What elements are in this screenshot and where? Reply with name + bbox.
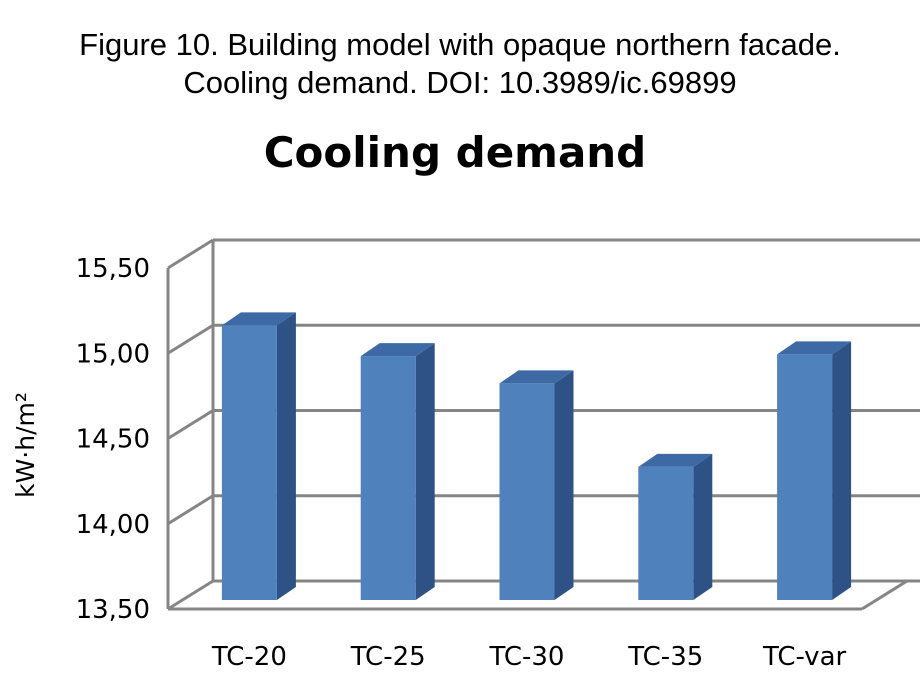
floor-right-edge — [861, 579, 908, 611]
bar-top-face — [777, 341, 852, 355]
bar-top-face — [221, 312, 296, 326]
bar-top-face — [638, 453, 713, 467]
x-tick-label: TC-20 — [211, 642, 287, 672]
bar — [221, 312, 296, 600]
figure-caption-line-2: Cooling demand. DOI: 10.3989/ic.69899 — [183, 65, 737, 100]
bar-side-face — [415, 343, 435, 600]
gridline-side — [167, 238, 214, 270]
bar-side-face — [276, 312, 296, 600]
bar-front-face — [360, 356, 416, 600]
y-tick-label: 14,50 — [76, 425, 150, 455]
gridline-side — [167, 323, 214, 355]
bar-front-face — [777, 354, 833, 600]
x-tick-label: TC-25 — [350, 642, 426, 672]
y-tick-label: 15,00 — [76, 339, 150, 369]
bar — [777, 341, 852, 600]
bars — [221, 312, 852, 600]
x-axis-ticks: TC-20 TC-25 TC-30 TC-35 TC-var — [211, 642, 847, 672]
bar-front-face — [499, 383, 555, 600]
y-axis-label: kW·h/m² — [11, 392, 40, 498]
y-tick-label: 13,50 — [76, 595, 150, 625]
y-axis-ticks: 13,50 14,00 14,50 15,00 15,50 — [76, 254, 150, 625]
gridline-side — [167, 409, 214, 440]
x-tick-label: TC-var — [762, 642, 847, 672]
gridline-side — [167, 494, 214, 526]
y-tick-label: 15,50 — [76, 254, 150, 284]
bar — [360, 343, 435, 600]
chart-title: Cooling demand — [264, 128, 647, 177]
bar-front-face — [638, 466, 694, 600]
figure-caption: Figure 10. Building model with opaque no… — [0, 26, 920, 102]
bar-side-face — [693, 453, 713, 600]
bar-top-face — [360, 343, 435, 357]
figure-caption-line-1: Figure 10. Building model with opaque no… — [79, 27, 841, 62]
bar — [638, 453, 713, 600]
bar — [499, 370, 574, 600]
bar-side-face — [832, 341, 852, 600]
gridline-side — [167, 579, 214, 611]
x-tick-label: TC-30 — [489, 642, 565, 672]
y-tick-label: 14,00 — [76, 510, 150, 540]
bar-top-face — [499, 370, 574, 384]
bar-side-face — [554, 370, 574, 600]
x-tick-label: TC-35 — [627, 642, 703, 672]
bar-front-face — [221, 325, 277, 600]
